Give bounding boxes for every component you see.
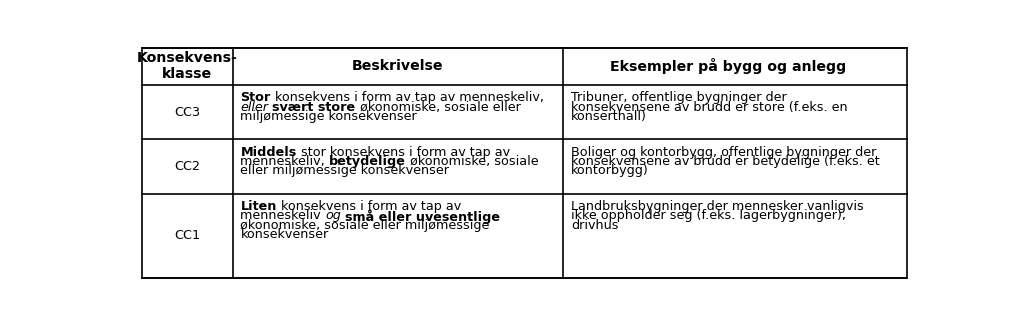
Text: kontorbygg): kontorbygg) [571, 164, 649, 177]
Text: konsekvensene av brudd er betydelige (f.eks. et: konsekvensene av brudd er betydelige (f.… [571, 155, 880, 168]
Text: økonomiske, sosiale eller: økonomiske, sosiale eller [355, 101, 520, 114]
Text: Middels: Middels [241, 146, 297, 159]
Text: konserthall): konserthall) [571, 110, 647, 123]
Text: Beskrivelse: Beskrivelse [352, 59, 443, 73]
Text: betydelige: betydelige [330, 155, 407, 168]
Text: ikke oppholder seg (f.eks. lagerbygninger),: ikke oppholder seg (f.eks. lagerbygninge… [571, 209, 846, 222]
Text: stor konsekvens i form av tap av: stor konsekvens i form av tap av [297, 146, 510, 159]
Text: drivhus: drivhus [571, 219, 618, 232]
Text: konsekvens i form av tap av: konsekvens i form av tap av [276, 200, 461, 213]
Text: eller: eller [241, 101, 268, 114]
Text: menneskeliv: menneskeliv [241, 209, 325, 222]
Text: Boliger og kontorbygg, offentlige bygninger der: Boliger og kontorbygg, offentlige bygnin… [571, 146, 877, 159]
Text: svært store: svært store [272, 101, 355, 114]
Text: CC3: CC3 [174, 106, 201, 119]
Text: Landbruksbygninger der mennesker vanligvis: Landbruksbygninger der mennesker vanligv… [571, 200, 863, 213]
Text: Stor: Stor [241, 91, 270, 104]
Text: økonomiske, sosiale: økonomiske, sosiale [407, 155, 539, 168]
Text: CC2: CC2 [174, 160, 201, 173]
Text: Konsekvens-
klasse: Konsekvens- klasse [137, 51, 238, 81]
Text: eller miljømessige konsekvenser: eller miljømessige konsekvenser [241, 164, 450, 177]
Text: miljømessige konsekvenser: miljømessige konsekvenser [241, 110, 417, 123]
Text: Tribuner, offentlige bygninger der: Tribuner, offentlige bygninger der [571, 91, 786, 104]
Text: konsekvensene av brudd er store (f.eks. en: konsekvensene av brudd er store (f.eks. … [571, 101, 848, 114]
Text: konsekvenser: konsekvenser [241, 228, 329, 241]
Text: menneskeliv,: menneskeliv, [241, 155, 330, 168]
Text: Eksempler på bygg og anlegg: Eksempler på bygg og anlegg [610, 58, 847, 74]
Text: og: og [325, 209, 341, 222]
Text: Liten: Liten [241, 200, 276, 213]
Text: små eller uvesentlige: små eller uvesentlige [345, 209, 500, 224]
Text: CC1: CC1 [174, 229, 201, 242]
Text: konsekvens i form av tap av menneskeliv,: konsekvens i form av tap av menneskeliv, [270, 91, 544, 104]
Text: økonomiske, sosiale eller miljømessige: økonomiske, sosiale eller miljømessige [241, 219, 489, 232]
